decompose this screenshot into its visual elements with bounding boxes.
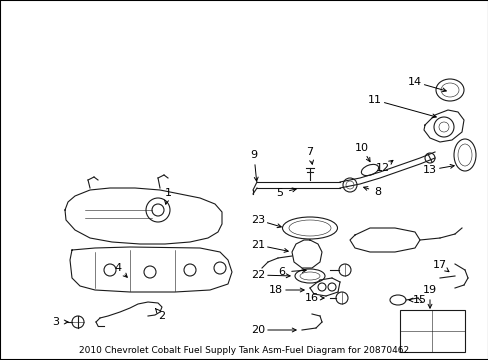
Text: 2010 Chevrolet Cobalt Fuel Supply Tank Asm-Fuel Diagram for 20870462: 2010 Chevrolet Cobalt Fuel Supply Tank A… (79, 346, 409, 355)
Text: 4: 4 (114, 263, 122, 273)
Text: 19: 19 (422, 285, 436, 295)
Text: 8: 8 (374, 187, 381, 197)
Text: 10: 10 (354, 143, 368, 153)
Text: 18: 18 (268, 285, 283, 295)
Text: 22: 22 (250, 270, 264, 280)
Text: 15: 15 (412, 295, 426, 305)
Bar (399, 310, 464, 352)
Text: 23: 23 (250, 215, 264, 225)
Text: 17: 17 (432, 260, 446, 270)
Text: 1: 1 (164, 188, 171, 198)
Text: 2: 2 (158, 311, 165, 321)
Text: 7: 7 (306, 147, 313, 157)
Text: 20: 20 (250, 325, 264, 335)
Text: 6: 6 (278, 267, 285, 277)
Text: 3: 3 (52, 317, 60, 327)
Text: 11: 11 (367, 95, 381, 105)
Text: 14: 14 (407, 77, 421, 87)
Text: 9: 9 (250, 150, 257, 160)
Text: 16: 16 (305, 293, 318, 303)
Text: 5: 5 (276, 188, 283, 198)
Text: 13: 13 (422, 165, 436, 175)
Text: 12: 12 (375, 163, 389, 173)
Text: 21: 21 (250, 240, 264, 250)
